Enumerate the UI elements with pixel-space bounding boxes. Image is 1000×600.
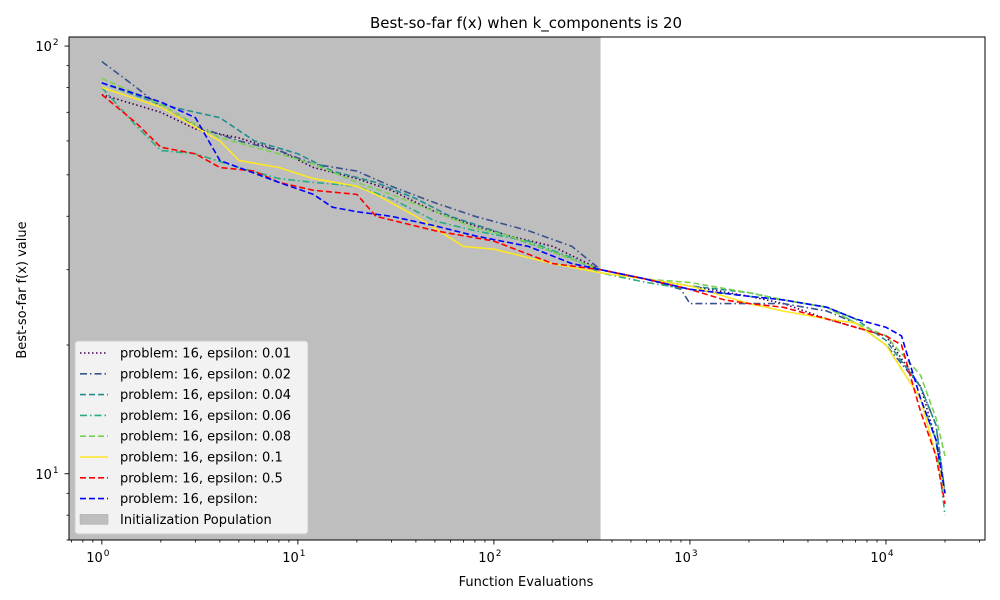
plot-frame (68, 36, 986, 541)
legend-label-5: problem: 16, epsilon: 0.08 (120, 430, 291, 445)
x-tick-exponent: 2 (496, 549, 502, 559)
series-line-7 (101, 93, 946, 505)
y-axis-label: Best-so-far f(x) value (15, 221, 30, 358)
y-tick-exponent: 1 (53, 466, 59, 476)
series-line-5 (101, 77, 946, 457)
x-tick-exponent: 0 (104, 549, 110, 559)
series-line-1 (101, 93, 946, 494)
legend-label-8: problem: 16, epsilon: (120, 492, 258, 507)
legend-label-shaded: Initialization Population (120, 513, 272, 528)
legend: problem: 16, epsilon: 0.01 problem: 16, e… (74, 340, 309, 535)
x-tick-exponent: 4 (888, 549, 894, 559)
x-tick-exponent: 1 (300, 549, 306, 559)
series-line-8 (101, 82, 946, 494)
legend-swatch-shaded (79, 514, 109, 525)
legend-label-1: problem: 16, epsilon: 0.01 (120, 347, 291, 362)
series-layer (101, 60, 946, 516)
legend-label-2: problem: 16, epsilon: 0.02 (120, 367, 291, 382)
y-tick-exponent: 2 (53, 38, 59, 48)
legend-label-3: problem: 16, epsilon: 0.04 (120, 388, 291, 403)
chart-title: Best-so-far f(x) when k_components is 20 (370, 14, 682, 33)
legend-label-6: problem: 16, epsilon: 0.1 (120, 451, 283, 466)
legend-box (74, 340, 309, 535)
x-tick-exponent: 3 (692, 549, 698, 559)
legend-label-4: problem: 16, epsilon: 0.06 (120, 409, 291, 424)
x-axis-label: Function Evaluations (459, 575, 594, 590)
legend-label-7: problem: 16, epsilon: 0.5 (120, 471, 283, 486)
